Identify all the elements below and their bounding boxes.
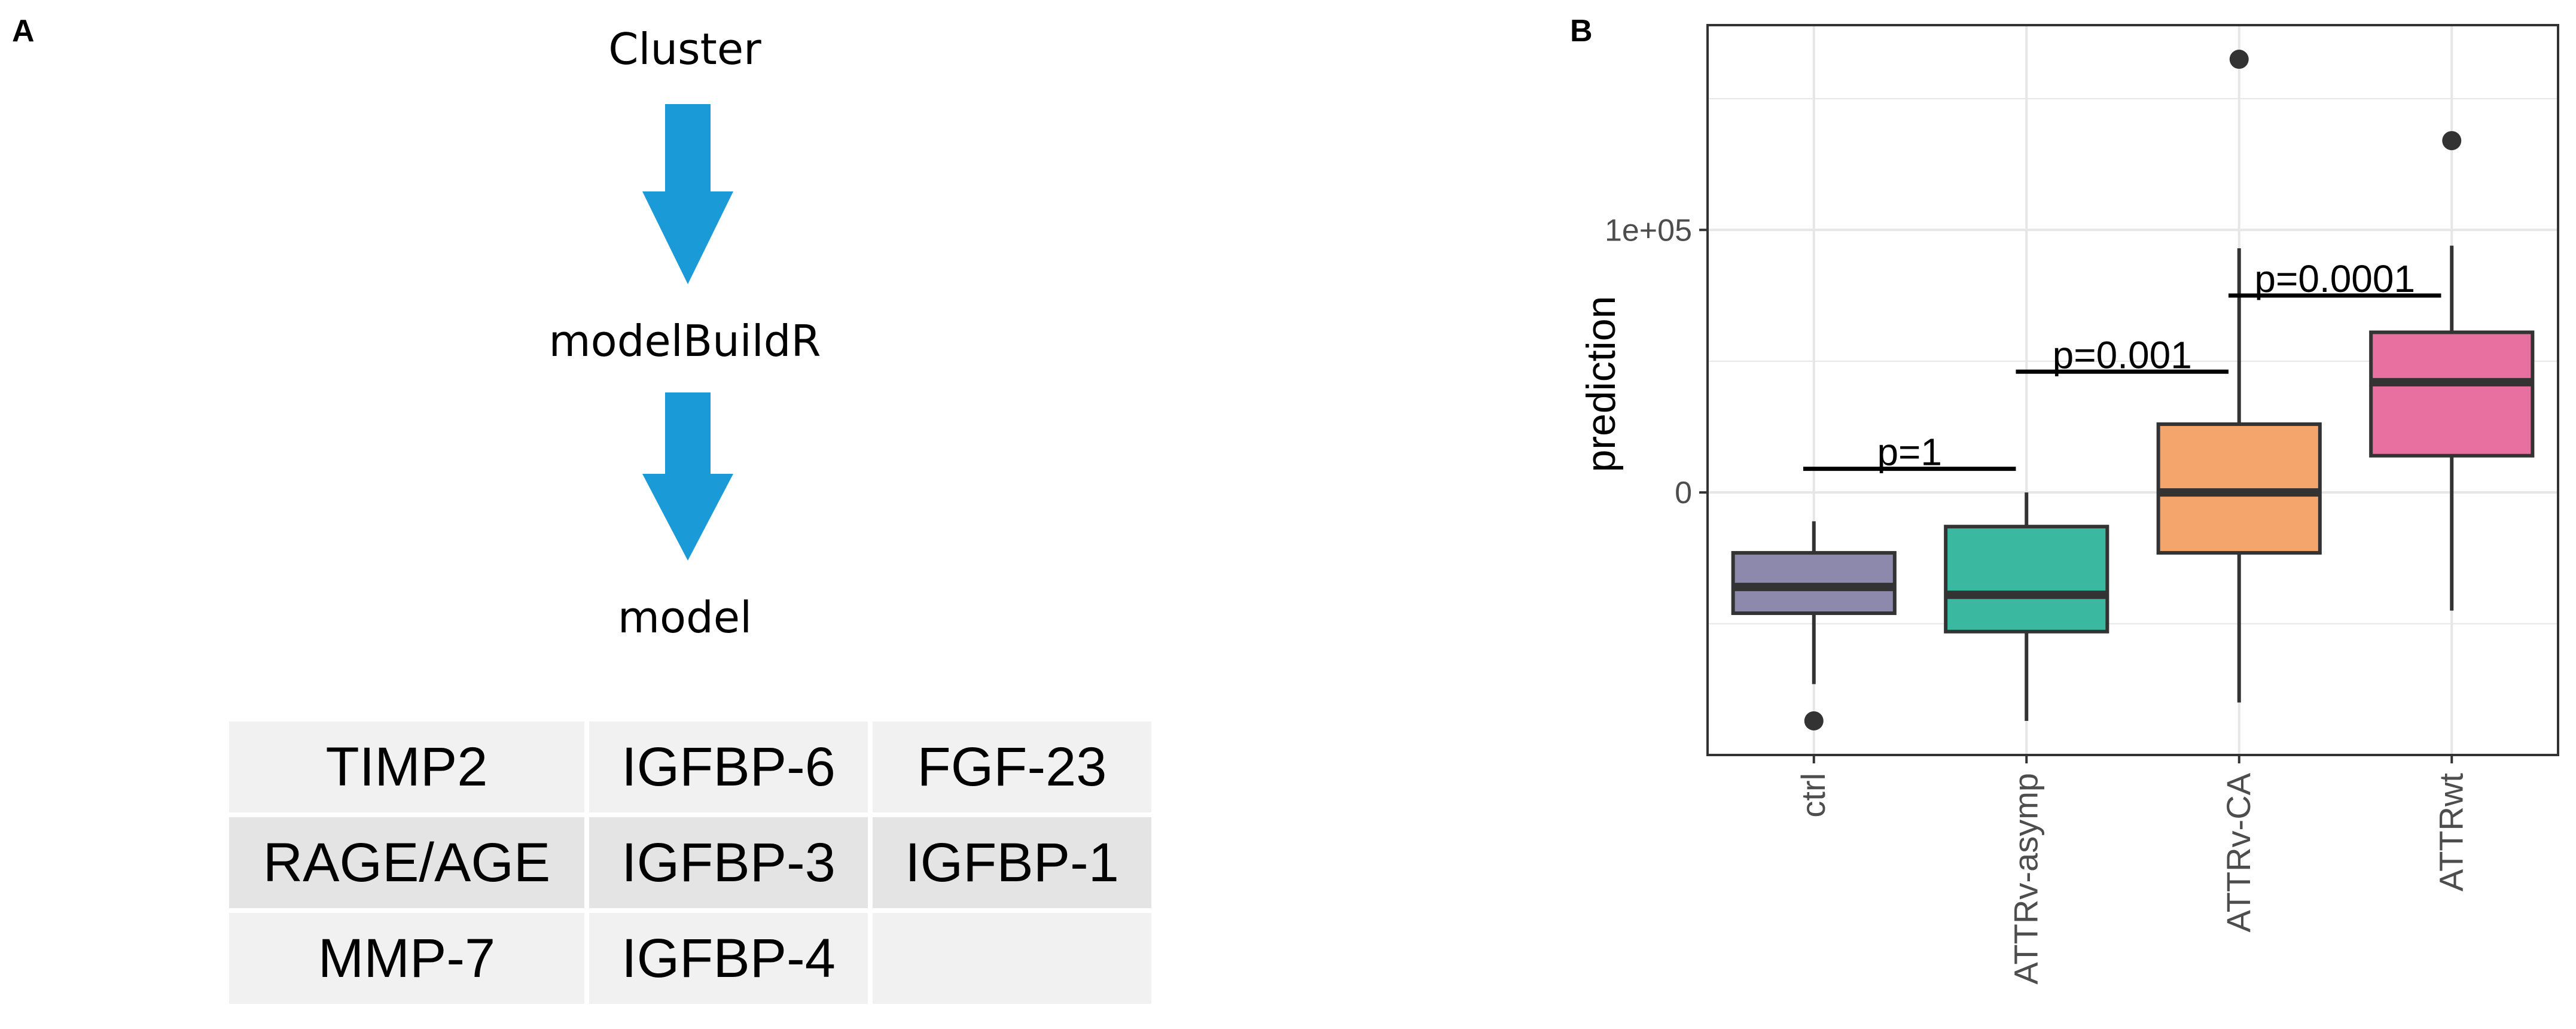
x-tick-label: ATTRv-asymp	[2007, 773, 2044, 985]
flow-step-modelbuildr: modelBuildR	[548, 316, 821, 366]
table-cell	[873, 913, 1151, 1004]
x-tick-label: ATTRwt	[2432, 773, 2470, 891]
down-arrow-icon	[642, 392, 733, 561]
table-cell: RAGE/AGE	[229, 817, 584, 908]
y-axis-title: prediction	[1578, 296, 1624, 473]
table-cell: FGF-23	[873, 721, 1151, 812]
panel-label-a: A	[12, 14, 35, 48]
table-cell: IGFBP-4	[589, 913, 868, 1004]
p-value-label: p=0.001	[2053, 333, 2192, 376]
table-row: RAGE/AGE IGFBP-3 IGFBP-1	[229, 817, 1151, 908]
outlier-point	[2229, 50, 2249, 69]
table-row: TIMP2 IGFBP-6 FGF-23	[229, 721, 1151, 812]
down-arrow-icon	[642, 104, 733, 284]
outlier-point	[2442, 131, 2462, 151]
outlier-point	[1804, 711, 1824, 730]
p-value-label: p=0.0001	[2254, 257, 2415, 300]
table-cell: IGFBP-3	[589, 817, 868, 908]
table-row: MMP-7 IGFBP-4	[229, 913, 1151, 1004]
y-tick-label: 0	[1675, 476, 1692, 510]
box-iqr	[2369, 330, 2535, 458]
y-tick-label: 1e+05	[1605, 213, 1692, 248]
flow-step-model: model	[617, 592, 752, 643]
table-cell: TIMP2	[229, 721, 584, 812]
table-cell: MMP-7	[229, 913, 584, 1004]
marker-table: TIMP2 IGFBP-6 FGF-23 RAGE/AGE IGFBP-3 IG…	[224, 717, 1156, 1009]
panel-label-b: B	[1570, 14, 1593, 48]
box-iqr	[1944, 525, 2109, 634]
plot-panel-border	[1706, 24, 2559, 756]
boxplot-chart: p=1 p=0.001 p=0.0001 0 1e+05 ctrl ATTRv-asymp A…	[1578, 24, 2559, 985]
table-cell: IGFBP-6	[589, 721, 868, 812]
flow-step-cluster: Cluster	[608, 24, 761, 74]
x-tick-label: ctrl	[1794, 773, 1832, 818]
table-cell: IGFBP-1	[873, 817, 1151, 908]
x-tick-label: ATTRv-CA	[2220, 772, 2257, 932]
p-value-label: p=1	[1877, 431, 1942, 474]
